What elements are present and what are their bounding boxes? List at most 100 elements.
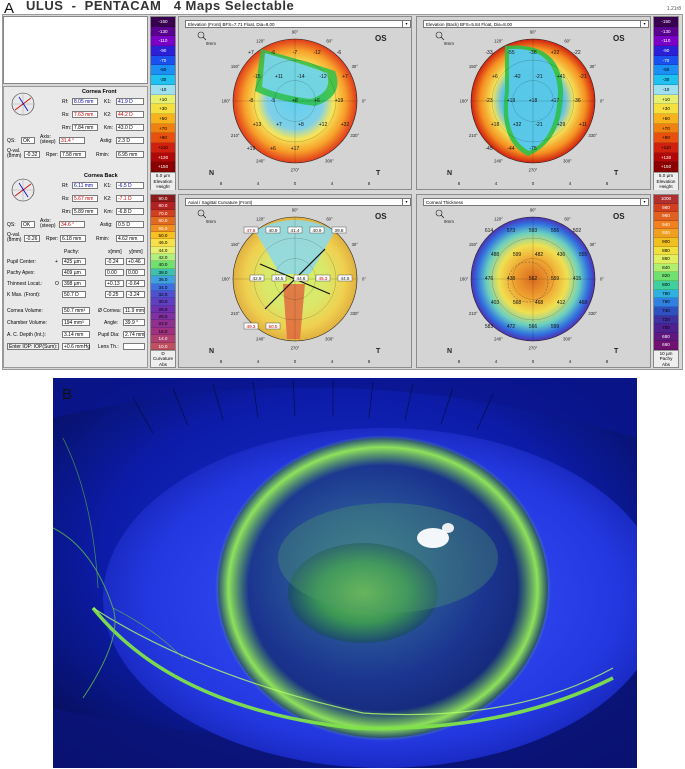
- value-label: +22: [551, 50, 560, 56]
- value-label: 593: [529, 228, 538, 234]
- chevron-down-icon[interactable]: ▾: [640, 199, 648, 205]
- angle-label: 300°: [325, 158, 334, 163]
- value-label: -21: [579, 74, 586, 80]
- x-tick-label: 8: [368, 181, 371, 186]
- map-select-elevation-back[interactable]: Elevation (Back) BFS=5.84 Float, Dia=8.0…: [423, 20, 649, 28]
- value-label: -38: [529, 50, 536, 56]
- x-tick-label: 8: [458, 359, 461, 364]
- front-rs-value: 7.63 mm: [72, 111, 98, 118]
- chevron-down-icon[interactable]: ▾: [402, 21, 410, 27]
- angle-label: 0°: [600, 99, 604, 104]
- map-title-thickness: Corneal Thickness: [426, 200, 464, 205]
- chevron-down-icon[interactable]: ▾: [402, 199, 410, 205]
- angle-label: 120°: [494, 217, 503, 222]
- scale-footer-line: 10 µm: [659, 350, 673, 356]
- lens-thickness-label: Lens Th.:: [98, 344, 119, 350]
- nasal-label: N: [209, 348, 214, 355]
- front-qval-label: Q-val. (8mm): [7, 148, 22, 159]
- thickness-contour: [507, 261, 549, 303]
- front-rmin-value: 6.95 mm: [116, 151, 144, 158]
- axial-curvature-map: 90° 120° 60° 150° 30° 180° 0° 210° 330° 240° 300° 2…: [197, 208, 387, 364]
- pentacam-panel: A ULUS - PENTACAM 4 Maps Selectable 1.21…: [0, 0, 685, 372]
- scale-swatch: -10: [654, 84, 678, 95]
- value-label: +11: [275, 74, 283, 80]
- map-elevation-front: Elevation (Front) BFS=7.71 Float, Dia=8.…: [178, 16, 412, 190]
- nasal-label: N: [209, 170, 214, 177]
- scale-swatch: -90: [151, 46, 175, 56]
- scale-swatch: 26.0: [151, 313, 175, 321]
- map-select-thickness[interactable]: Corneal Thickness ▾: [423, 198, 649, 206]
- scale-swatch: +90: [654, 133, 678, 143]
- scale-swatch: -150: [654, 17, 678, 27]
- front-k2-label: K2:: [104, 112, 112, 118]
- value-label: 44.6: [297, 276, 306, 281]
- angle-label: 240°: [494, 158, 503, 163]
- value-label: 472: [507, 324, 516, 330]
- scale-footer-line: Height: [659, 184, 673, 189]
- scale-swatch: 780: [654, 289, 678, 299]
- map-flat-zone: [255, 220, 335, 274]
- scale-swatch: 980: [654, 203, 678, 213]
- scale-swatch: 80.0: [151, 202, 175, 210]
- scale-swatch: +10: [151, 94, 175, 105]
- chevron-down-icon[interactable]: ▾: [640, 21, 648, 27]
- angle-label: 180°: [460, 277, 469, 282]
- x-tick-label: 8: [606, 359, 609, 364]
- back-rmin-label: Rmin:: [96, 236, 110, 242]
- value-label: 583: [485, 324, 494, 330]
- value-label: -5: [271, 98, 276, 104]
- scale-footer-line: D: [161, 350, 165, 356]
- front-axis-value: 31.4 °: [59, 137, 85, 144]
- map-select-axial[interactable]: Axial / Sagittal Curvature (Front) ▾: [185, 198, 411, 206]
- map-select-elevation-front[interactable]: Elevation (Front) BFS=7.71 Float, Dia=8.…: [185, 20, 411, 28]
- pupil-dia-label: Pupil Dia:: [98, 332, 120, 338]
- scale-swatch: +70: [654, 123, 678, 134]
- pupil-center-value: 425 µm: [62, 258, 86, 265]
- kmax-x: -0.25: [105, 291, 124, 298]
- scale-swatch: 18.0: [151, 327, 175, 336]
- corneal-thickness-map: 90° 120° 60° 150° 30° 180° 0° 210° 330° 240° 300° 2…: [435, 208, 625, 364]
- scale-swatch: -50: [151, 65, 175, 76]
- front-rper-value: 7.58 mm: [60, 151, 86, 158]
- value-label: +19: [507, 98, 516, 104]
- angle-label: 30°: [590, 242, 597, 247]
- angle-label: 210°: [469, 311, 478, 316]
- ac-depth-value: 3.14 mm: [62, 331, 90, 338]
- back-rf-label: Rf:: [62, 183, 69, 189]
- scale-swatch: 880: [654, 246, 678, 256]
- enter-iop-button[interactable]: Enter IOP: IOP(Sum):: [7, 343, 59, 350]
- value-box: [309, 226, 325, 234]
- front-km-value: 43.0 D: [116, 124, 144, 131]
- angle-label: 60°: [326, 39, 333, 44]
- x-tick-label: 8: [606, 181, 609, 186]
- map-title-axial: Axial / Sagittal Curvature (Front): [188, 200, 253, 205]
- ac-depth-label: A. C. Depth (Int.):: [7, 332, 46, 338]
- front-axis-icon: [11, 92, 35, 116]
- scale-swatch: 940: [654, 220, 678, 230]
- scale-swatch: 840: [654, 263, 678, 273]
- pachy-apex-label: Pachy Apex:: [7, 270, 35, 276]
- value-label: 476: [485, 276, 494, 282]
- back-k1-value: -6.5 D: [116, 182, 144, 189]
- temporal-label: T: [376, 170, 381, 177]
- nasal-label: N: [447, 348, 452, 355]
- scale-swatch: +110: [151, 142, 175, 153]
- scale-swatch: 680: [654, 332, 678, 342]
- value-label: 44.6: [341, 276, 350, 281]
- value-label: +18: [529, 98, 538, 104]
- scale-swatch: +150: [654, 162, 678, 172]
- front-qs-value[interactable]: OK: [21, 137, 35, 144]
- value-box: [315, 274, 331, 282]
- back-qs-value[interactable]: OK: [21, 221, 35, 228]
- angle-label: 210°: [469, 133, 478, 138]
- panel-label-a: A: [4, 0, 15, 17]
- value-label: -12: [319, 74, 326, 80]
- scale-swatch: 800: [654, 281, 678, 290]
- front-rf-label: Rf:: [62, 99, 69, 105]
- scale-swatch: +10: [654, 94, 678, 105]
- panel-label-b: B: [62, 386, 73, 403]
- scale-swatch: 760: [654, 298, 678, 307]
- value-label: 42.9: [253, 276, 262, 281]
- angle-label: 150°: [469, 64, 478, 69]
- value-label: 415: [573, 276, 582, 282]
